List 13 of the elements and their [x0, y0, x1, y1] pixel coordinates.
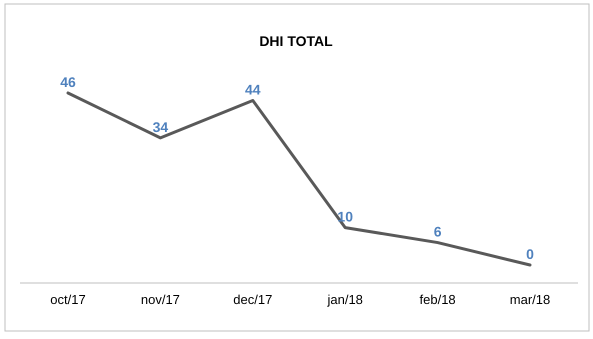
x-tick-label: nov/17 [140, 292, 180, 307]
x-tick-label: oct/17 [50, 292, 86, 307]
chart-title: DHI TOTAL [259, 33, 334, 49]
x-tick-label: mar/18 [510, 292, 550, 307]
x-tick-label: jan/18 [326, 292, 363, 307]
data-label: 6 [434, 224, 442, 240]
data-label: 34 [152, 118, 168, 135]
x-tick-label: feb/18 [420, 292, 456, 307]
data-label: 46 [60, 74, 76, 90]
data-label: 44 [245, 81, 261, 98]
x-tick-label: dec/17 [233, 292, 272, 307]
data-label: 10 [337, 208, 354, 225]
data-label: 0 [526, 246, 534, 262]
